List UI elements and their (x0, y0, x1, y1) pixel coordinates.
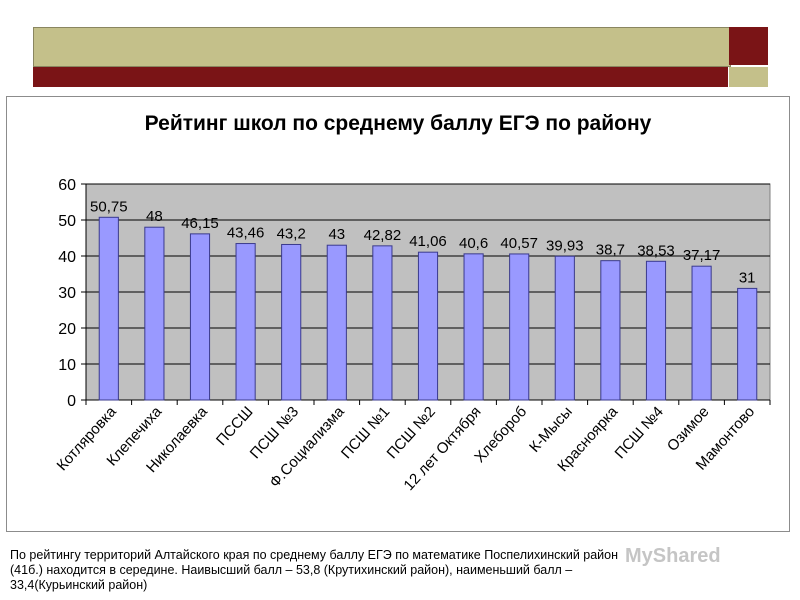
slide-caption: По рейтингу территорий Алтайского края п… (10, 548, 790, 593)
x-category-label: ПСШ №4 (612, 403, 667, 462)
data-label: 48 (146, 208, 163, 225)
bar (554, 255, 575, 401)
corner-block-olive (729, 67, 768, 87)
caption-line-1: По рейтингу территорий Алтайского края п… (10, 548, 619, 562)
bar (281, 243, 302, 401)
data-label: 38,7 (596, 242, 625, 259)
data-label: 43 (328, 226, 345, 243)
data-label: 43,46 (227, 225, 265, 242)
data-label: 43,2 (277, 225, 306, 242)
header-band-red (33, 67, 728, 87)
data-label: 42,82 (364, 227, 402, 244)
y-tick-label: 50 (58, 213, 76, 230)
bar (372, 245, 393, 401)
y-tick-label: 0 (67, 393, 76, 410)
bar (737, 287, 758, 401)
data-label: 39,93 (546, 237, 584, 254)
data-label: 40,6 (459, 235, 488, 252)
bar (326, 244, 347, 401)
chart-title: Рейтинг школ по среднему баллу ЕГЭ по ра… (144, 112, 652, 135)
y-tick-label: 20 (58, 321, 76, 338)
data-label: 40,57 (500, 235, 538, 252)
y-tick-label: 30 (58, 285, 76, 302)
bar (235, 243, 256, 401)
watermark: MyShared (625, 545, 721, 567)
data-label: 50,75 (90, 198, 128, 215)
corner-block-red (729, 27, 768, 65)
data-label: 38,53 (637, 242, 675, 259)
y-tick-label: 40 (58, 249, 76, 266)
header-band-olive (33, 27, 731, 67)
y-tick-label: 10 (58, 357, 76, 374)
bar (144, 226, 165, 401)
bar (691, 265, 712, 401)
bar (417, 251, 439, 401)
data-label: 31 (739, 269, 756, 286)
y-tick-label: 60 (58, 177, 76, 194)
bar (600, 260, 621, 401)
data-label: 37,17 (683, 247, 721, 264)
bar (98, 216, 119, 401)
bar (509, 253, 530, 401)
data-label: 46,15 (181, 215, 219, 232)
x-category-label: ПССШ (213, 403, 257, 449)
bar (463, 253, 484, 401)
caption-line-2: (41б.) находится в середине. Наивысший б… (10, 563, 573, 577)
bar (645, 260, 667, 401)
data-label: 41,06 (409, 233, 447, 250)
caption-line-3: 33,4(Курьинский район) (10, 578, 148, 592)
bar (189, 233, 211, 401)
